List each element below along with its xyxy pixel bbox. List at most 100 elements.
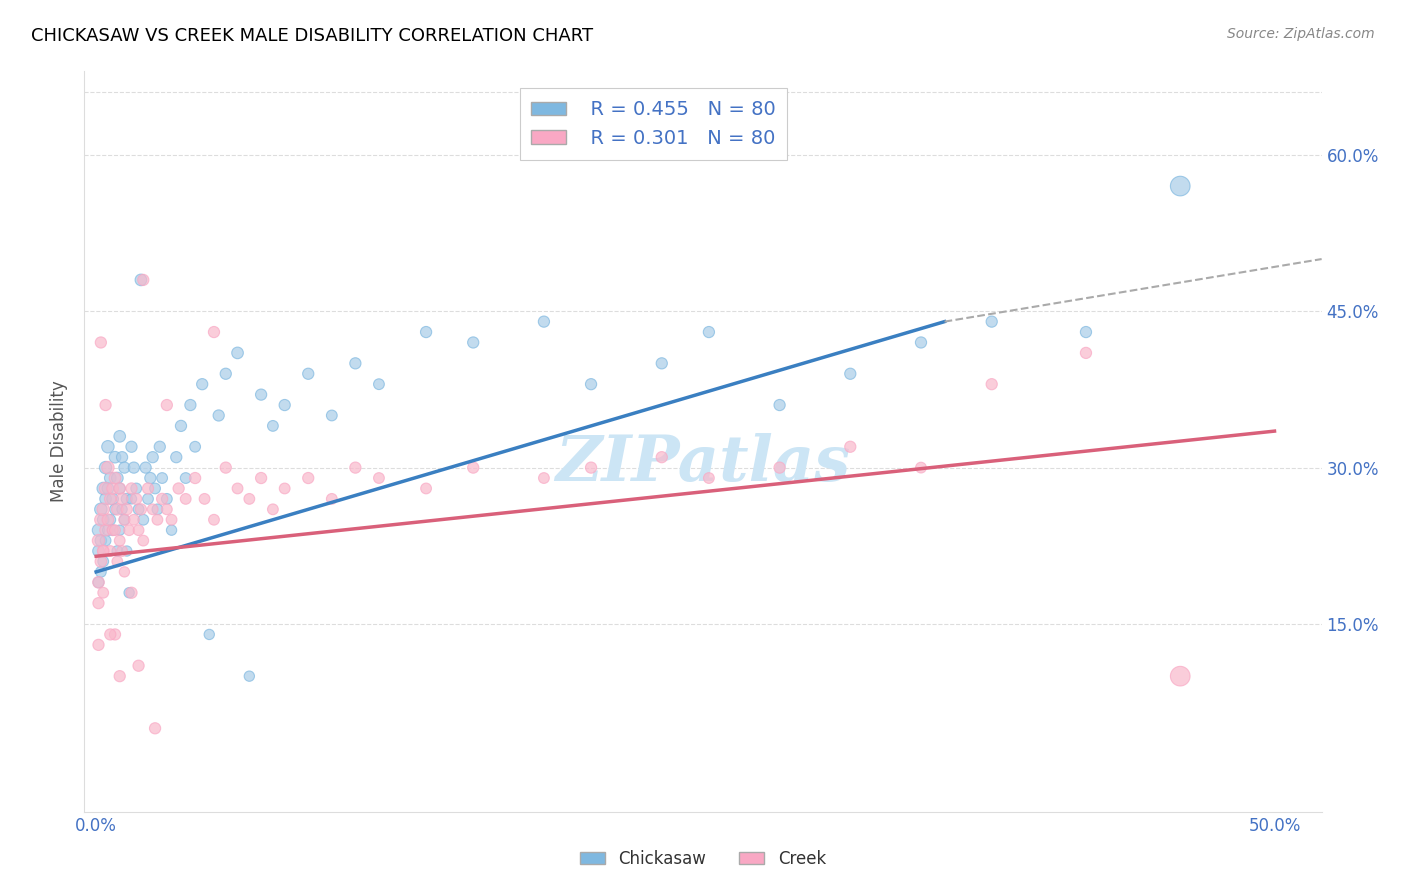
Point: [149, 440, 172, 454]
Point: [910, 460, 932, 475]
Point: [111, 450, 134, 465]
Point: [87, 544, 110, 558]
Point: [90, 565, 112, 579]
Point: [150, 491, 173, 506]
Point: [768, 398, 790, 412]
Point: [143, 482, 166, 496]
Point: [122, 460, 145, 475]
Point: [533, 471, 555, 485]
Point: [97, 440, 120, 454]
Point: [115, 491, 138, 506]
Point: [146, 513, 169, 527]
Point: [98, 513, 121, 527]
Point: [165, 450, 187, 465]
Point: [87, 575, 110, 590]
Point: [122, 513, 145, 527]
Point: [579, 460, 602, 475]
Point: [136, 491, 159, 506]
Point: [87, 523, 110, 537]
Point: [108, 669, 131, 683]
Point: [146, 502, 169, 516]
Point: [297, 471, 319, 485]
Point: [238, 491, 260, 506]
Point: [94, 491, 117, 506]
Point: [108, 429, 131, 443]
Point: [94, 523, 117, 537]
Legend: Chickasaw, Creek: Chickasaw, Creek: [574, 844, 832, 875]
Point: [167, 482, 190, 496]
Point: [90, 502, 112, 516]
Point: [91, 513, 114, 527]
Point: [273, 398, 295, 412]
Point: [415, 482, 437, 496]
Point: [94, 460, 117, 475]
Point: [97, 523, 120, 537]
Point: [128, 523, 150, 537]
Point: [118, 523, 141, 537]
Point: [697, 325, 720, 339]
Point: [132, 273, 155, 287]
Point: [87, 575, 110, 590]
Point: [368, 377, 391, 392]
Point: [105, 554, 128, 568]
Point: [368, 471, 391, 485]
Point: [97, 482, 120, 496]
Point: [136, 482, 159, 496]
Point: [104, 627, 127, 641]
Point: [108, 533, 131, 548]
Point: [139, 471, 162, 485]
Point: [91, 502, 114, 516]
Point: [193, 491, 215, 506]
Point: [98, 471, 121, 485]
Point: [112, 565, 135, 579]
Point: [156, 502, 179, 516]
Point: [101, 523, 124, 537]
Point: [128, 658, 150, 673]
Point: [226, 346, 249, 360]
Point: [179, 398, 201, 412]
Point: [651, 356, 673, 370]
Point: [108, 523, 131, 537]
Point: [112, 513, 135, 527]
Point: [1074, 346, 1097, 360]
Point: [262, 502, 284, 516]
Point: [208, 409, 231, 423]
Point: [129, 273, 152, 287]
Point: [191, 377, 214, 392]
Point: [132, 513, 155, 527]
Point: [174, 491, 197, 506]
Point: [111, 502, 134, 516]
Point: [150, 471, 173, 485]
Point: [226, 482, 249, 496]
Point: [184, 440, 207, 454]
Point: [94, 482, 117, 496]
Point: [90, 533, 112, 548]
Point: [1074, 325, 1097, 339]
Point: [215, 460, 238, 475]
Text: Source: ZipAtlas.com: Source: ZipAtlas.com: [1227, 27, 1375, 41]
Point: [105, 544, 128, 558]
Point: [104, 450, 127, 465]
Point: [91, 554, 114, 568]
Point: [125, 482, 148, 496]
Point: [125, 491, 148, 506]
Point: [344, 460, 367, 475]
Point: [910, 335, 932, 350]
Legend:   R = 0.455   N = 80,   R = 0.301   N = 80: R = 0.455 N = 80, R = 0.301 N = 80: [520, 88, 787, 160]
Point: [132, 533, 155, 548]
Point: [104, 502, 127, 516]
Point: [579, 377, 602, 392]
Point: [463, 335, 485, 350]
Point: [101, 482, 124, 496]
Point: [143, 721, 166, 735]
Point: [344, 356, 367, 370]
Point: [273, 482, 295, 496]
Point: [160, 513, 183, 527]
Point: [94, 398, 117, 412]
Point: [160, 523, 183, 537]
Point: [238, 669, 260, 683]
Point: [202, 325, 225, 339]
Point: [115, 544, 138, 558]
Point: [104, 523, 127, 537]
Y-axis label: Male Disability: Male Disability: [51, 381, 69, 502]
